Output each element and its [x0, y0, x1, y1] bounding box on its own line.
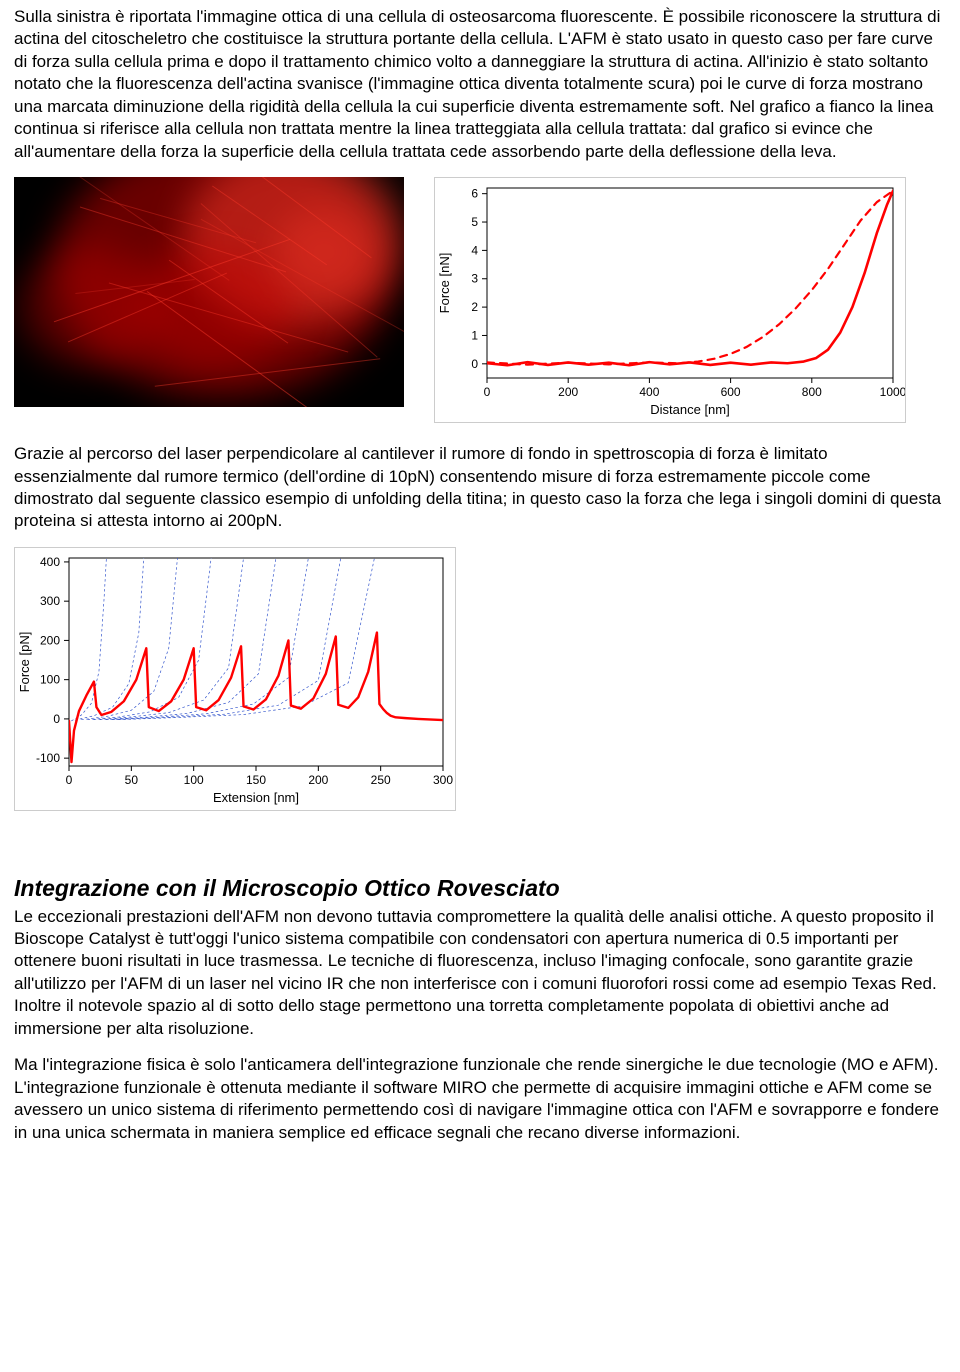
svg-text:200: 200	[308, 773, 328, 787]
svg-text:1000: 1000	[880, 385, 905, 399]
paragraph-2: Grazie al percorso del laser perpendicol…	[14, 443, 946, 533]
svg-text:50: 50	[125, 773, 139, 787]
fluorescence-cell-image	[14, 177, 404, 407]
svg-text:250: 250	[371, 773, 391, 787]
svg-text:1: 1	[471, 329, 478, 343]
svg-text:600: 600	[721, 385, 741, 399]
svg-text:2: 2	[471, 300, 478, 314]
svg-text:100: 100	[184, 773, 204, 787]
svg-text:-100: -100	[36, 751, 60, 765]
svg-text:Force [pN]: Force [pN]	[17, 631, 32, 692]
figure-row-1: 0 200 400 600 800 1000 0 1 2 3 4 5 6 Distance [nm] For…	[14, 177, 946, 423]
svg-text:0: 0	[66, 773, 73, 787]
force-distance-chart: 0 200 400 600 800 1000 0 1 2 3 4 5 6 Distance [nm] For…	[434, 177, 906, 423]
paragraph-4: Ma l'integrazione fisica è solo l'antica…	[14, 1054, 946, 1144]
svg-text:300: 300	[433, 773, 453, 787]
svg-text:800: 800	[802, 385, 822, 399]
paragraph-1: Sulla sinistra è riportata l'immagine ot…	[14, 6, 946, 163]
section-heading: Integrazione con il Microscopio Ottico R…	[14, 873, 946, 903]
svg-text:200: 200	[558, 385, 578, 399]
svg-text:150: 150	[246, 773, 266, 787]
svg-text:400: 400	[40, 555, 60, 569]
svg-text:200: 200	[40, 633, 60, 647]
svg-text:5: 5	[471, 215, 478, 229]
svg-text:4: 4	[471, 243, 478, 257]
paragraph-3: Le eccezionali prestazioni dell'AFM non …	[14, 906, 946, 1041]
svg-text:Distance [nm]: Distance [nm]	[650, 402, 729, 417]
svg-text:0: 0	[484, 385, 491, 399]
svg-text:400: 400	[639, 385, 659, 399]
svg-text:100: 100	[40, 672, 60, 686]
svg-text:0: 0	[471, 357, 478, 371]
svg-text:300: 300	[40, 594, 60, 608]
svg-text:3: 3	[471, 272, 478, 286]
svg-text:6: 6	[471, 187, 478, 201]
svg-text:Extension [nm]: Extension [nm]	[213, 790, 299, 805]
svg-text:Force [nN]: Force [nN]	[437, 253, 452, 314]
titin-unfolding-chart: 0 50 100 150 200 250 300 -100 0 100 200 300 400 Exten…	[14, 547, 456, 811]
svg-text:0: 0	[53, 712, 60, 726]
